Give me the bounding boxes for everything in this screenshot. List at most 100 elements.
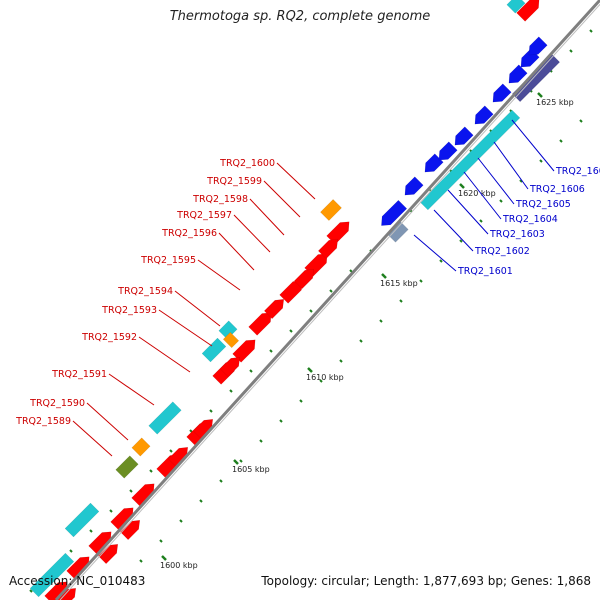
genome-summary: Topology: circular; Length: 1,877,693 bp… [261,574,591,588]
tick-major-2 [307,367,313,373]
tick-major-3 [381,273,387,279]
feature-orange-2 [320,199,342,221]
tick-left-11 [249,369,253,373]
feature-cyan-5 [506,0,526,14]
tick-right-1 [159,539,163,543]
tick-right-6 [259,439,263,443]
leader-right-5 [433,209,474,252]
tick-left-10 [229,389,233,393]
gene-labels: TRQ2_1600 TRQ2_1599 TRQ2_1598 TRQ2_1597 TRQ2… [15,158,600,427]
feature-cyan-right [419,109,521,211]
gene-label-right-5: TRQ2_1602 [474,246,530,257]
map-title: Thermotoga sp. RQ2, complete genome [169,9,431,24]
feature-orange-1 [222,331,240,349]
gene-label-right-6: TRQ2_1601 [457,266,513,277]
cds-red-12 [326,221,350,245]
gene-label-left-10: TRQ2_1590 [29,398,85,409]
tick-right-13 [399,299,403,303]
gene-label-left-6: TRQ2_1594 [117,286,173,297]
cds-red-9 [248,312,272,336]
leader-left-2 [249,198,285,236]
scale-label-2: 1610 kbp [306,373,344,382]
scale-label-4: 1620 kbp [458,189,496,198]
cds-blue-2 [424,153,444,173]
gene-label-left-0: TRQ2_1600 [219,158,275,169]
feature-cyan-3 [201,337,227,363]
scale-label-5: 1625 kbp [536,98,574,107]
cds-blue-0 [381,199,408,226]
backbone-line [54,0,600,600]
gene-label-right-2: TRQ2_1605 [515,199,571,210]
tick-left-6 [149,469,153,473]
tick-left-0 [29,589,33,593]
gene-label-right-1: TRQ2_1606 [529,184,585,195]
scale-label-0: 1600 kbp [160,561,198,570]
tick-left-15 [329,289,333,293]
leader-left-10 [86,402,129,441]
feature-track [29,0,561,600]
cds-blue-5 [474,105,494,125]
gene-label-left-1: TRQ2_1599 [206,176,262,187]
backbone-shadow [59,3,600,600]
leader-left-4 [218,232,255,271]
tick-right-7 [279,419,283,423]
tick-right-20 [539,159,543,163]
tick-right-15 [439,259,443,263]
cds-blue-6 [492,83,512,103]
tick-left-28 [589,29,593,33]
leader-left-7 [158,309,213,347]
tick-right-5 [239,459,243,463]
tick-right-22 [579,119,583,123]
cds-blue-7 [508,64,528,84]
tick-left-2 [69,549,73,553]
tick-right-8 [299,399,303,403]
cds-red-inner-6 [263,298,285,320]
feature-cyan-0 [29,552,75,598]
tick-left-3 [89,529,93,533]
tick-right-11 [359,339,363,343]
tick-right-9 [319,379,323,383]
leader-left-11 [72,420,113,457]
leader-left-1 [263,180,301,218]
tick-right-10 [339,359,343,363]
leader-right-4 [447,189,489,235]
gene-label-right-4: TRQ2_1603 [489,229,545,240]
scale-label-1: 1605 kbp [232,465,270,474]
tick-right-16 [459,239,463,243]
leader-left-9 [108,373,155,406]
cds-red-inner-2 [119,519,141,541]
gene-label-right-0: TRQ2_1607 [555,166,600,177]
leader-left-8 [138,336,191,373]
feature-cyan-2 [148,401,182,435]
feature-cyan-4 [218,320,238,340]
tick-right-21 [559,139,563,143]
cds-red-inner-7 [293,268,315,290]
tick-right-12 [379,319,383,323]
feature-orange-0 [131,437,151,457]
tick-right-3 [199,499,203,503]
cds-red-inner-1 [97,543,119,565]
tick-left-4 [109,509,113,513]
accession-text: Accession: NC_010483 [9,574,146,588]
gene-label-right-3: TRQ2_1604 [502,214,558,225]
tick-major-0 [161,555,167,561]
tick-left-9 [209,409,213,413]
scale-label-3: 1615 kbp [380,279,418,288]
tick-right-4 [219,479,223,483]
cds-blue-9 [528,36,548,56]
leader-left-6 [174,290,221,327]
gene-label-left-8: TRQ2_1592 [81,332,137,343]
cds-red-inner-0 [55,587,77,600]
tick-left-5 [129,489,133,493]
leader-left-0 [276,162,316,200]
tick-right-14 [419,279,423,283]
tick-major-4 [459,183,465,189]
gene-label-left-7: TRQ2_1593 [101,305,157,316]
cds-blue-1 [404,176,424,196]
tick-left-13 [289,329,293,333]
leader-right-3 [463,171,502,220]
tick-left-12 [269,349,273,353]
tick-left-7 [169,449,173,453]
leader-right-0 [511,119,555,172]
cds-red-inner-5 [219,356,241,378]
